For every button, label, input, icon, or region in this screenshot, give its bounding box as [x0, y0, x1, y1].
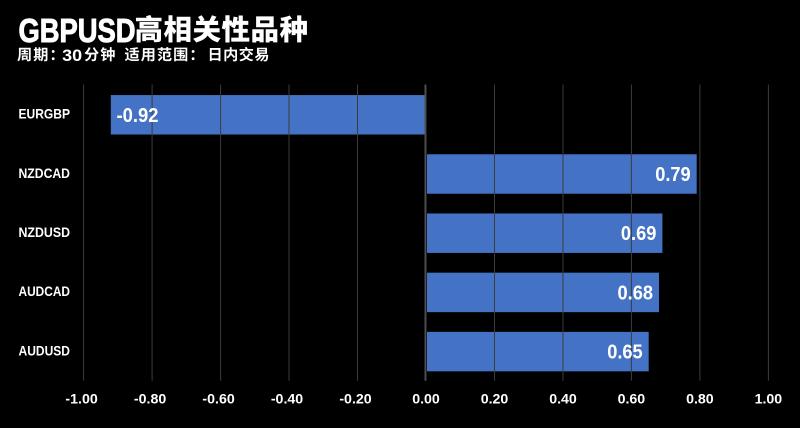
- svg-text:0.69: 0.69: [621, 222, 657, 245]
- svg-text:-0.20: -0.20: [339, 391, 371, 407]
- svg-text:1.00: 1.00: [755, 391, 783, 407]
- svg-text:NZDUSD: NZDUSD: [19, 225, 71, 240]
- svg-text:-0.80: -0.80: [134, 391, 166, 407]
- svg-text:AUDUSD: AUDUSD: [19, 343, 71, 358]
- svg-text:0.68: 0.68: [618, 281, 654, 304]
- svg-text:NZDCAD: NZDCAD: [19, 166, 71, 181]
- svg-text:-1.00: -1.00: [65, 391, 97, 407]
- svg-text:0.00: 0.00: [412, 391, 440, 407]
- svg-text:0.65: 0.65: [607, 341, 643, 364]
- svg-text:EURGBP: EURGBP: [19, 107, 71, 122]
- svg-text:GBPUSD: GBPUSD: [19, 13, 136, 50]
- svg-text:0.60: 0.60: [618, 391, 646, 407]
- svg-text:0.20: 0.20: [481, 391, 509, 407]
- svg-text:30: 30: [62, 46, 82, 65]
- svg-text:0.79: 0.79: [655, 163, 691, 186]
- svg-text:AUDCAD: AUDCAD: [19, 284, 71, 299]
- svg-text:-0.92: -0.92: [117, 104, 159, 127]
- svg-text:0.80: 0.80: [686, 391, 714, 407]
- svg-text:-0.60: -0.60: [202, 391, 234, 407]
- svg-text:0.40: 0.40: [549, 391, 577, 407]
- svg-text:-0.40: -0.40: [271, 391, 303, 407]
